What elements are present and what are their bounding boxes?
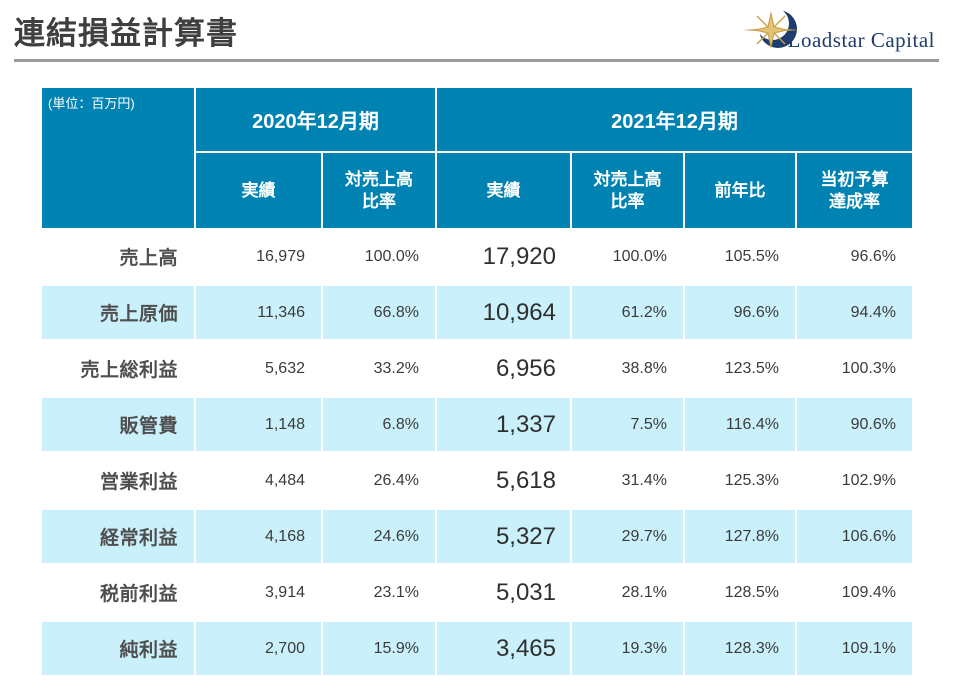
subheader-2020-actual: 実績 <box>196 153 321 228</box>
cell-2020-ratio: 33.2% <box>373 359 419 377</box>
cell-yoy: 96.6% <box>685 286 795 339</box>
table-row: 売上高 16,979 100.0% 17,920 100.0% 105.5% 9… <box>42 230 912 283</box>
cell-2020-ratio: 26.4% <box>373 471 419 489</box>
cell-2021-actual: 3,465 <box>437 622 570 675</box>
table-row: 経常利益 4,168 24.6% 5,327 29.7% 127.8% 106.… <box>42 510 912 563</box>
cell-2021-ratio: 38.8% <box>621 359 667 377</box>
table-row: 営業利益 4,484 26.4% 5,618 31.4% 125.3% 102.… <box>42 454 912 507</box>
cell-2021-actual: 5,031 <box>495 578 556 606</box>
title-underline <box>14 59 939 62</box>
cell-2021-ratio: 28.1% <box>621 583 667 601</box>
cell-budget-achievement: 106.6% <box>797 510 912 563</box>
income-statement-table: (単位：百万円) 2020年12月期 2021年12月期 実績 対売上高 比率 … <box>42 88 912 678</box>
table-row: 販管費 1,148 6.8% 1,337 7.5% 116.4% 90.6% <box>42 398 912 451</box>
cell-budget-achievement: 100.3% <box>841 359 896 377</box>
row-label: 税前利益 <box>99 584 178 605</box>
table-row: 純利益 2,700 15.9% 3,465 19.3% 128.3% 109.1… <box>42 622 912 675</box>
cell-yoy: 128.3% <box>685 622 795 675</box>
cell-2020-actual: 3,914 <box>264 583 305 601</box>
table-body: 売上高 16,979 100.0% 17,920 100.0% 105.5% 9… <box>42 230 912 675</box>
cell-2020-actual: 4,168 <box>196 510 321 563</box>
cell-2021-ratio: 100.0% <box>612 247 667 265</box>
page-title: 連結損益計算書 <box>14 16 238 51</box>
cell-yoy: 125.3% <box>724 471 779 489</box>
table-row: 税前利益 3,914 23.1% 5,031 28.1% 128.5% 109.… <box>42 566 912 619</box>
subheader-2020-sales-ratio: 対売上高 比率 <box>323 153 435 228</box>
cell-2021-ratio: 19.3% <box>572 622 683 675</box>
row-label: 経常利益 <box>42 510 194 563</box>
cell-budget-achievement: 109.1% <box>797 622 912 675</box>
cell-2020-actual: 11,346 <box>196 286 321 339</box>
row-label: 販管費 <box>42 398 194 451</box>
cell-budget-achievement: 90.6% <box>797 398 912 451</box>
cell-2020-actual: 1,148 <box>196 398 321 451</box>
row-label: 売上原価 <box>42 286 194 339</box>
cell-2020-actual: 2,700 <box>196 622 321 675</box>
row-label: 営業利益 <box>99 472 178 493</box>
cell-yoy: 105.5% <box>724 247 779 265</box>
row-label: 売上高 <box>119 248 178 269</box>
cell-budget-achievement: 94.4% <box>797 286 912 339</box>
cell-2020-ratio: 23.1% <box>373 583 419 601</box>
cell-2021-ratio: 7.5% <box>572 398 683 451</box>
cell-2020-actual: 16,979 <box>256 247 305 265</box>
cell-2021-ratio: 61.2% <box>572 286 683 339</box>
cell-budget-achievement: 109.4% <box>841 583 896 601</box>
subheader-yoy: 前年比 <box>685 153 795 228</box>
cell-2020-ratio: 100.0% <box>364 247 419 265</box>
cell-budget-achievement: 102.9% <box>841 471 896 489</box>
crescent-star-icon <box>741 4 804 56</box>
cell-2020-actual: 4,484 <box>264 471 305 489</box>
cell-2021-actual: 5,327 <box>437 510 570 563</box>
cell-2021-actual: 10,964 <box>437 286 570 339</box>
cell-2020-ratio: 15.9% <box>323 622 435 675</box>
cell-yoy: 116.4% <box>685 398 795 451</box>
logo-text: Loadstar Capital <box>787 28 935 52</box>
table-row: 売上総利益 5,632 33.2% 6,956 38.8% 123.5% 100… <box>42 342 912 395</box>
table-row: 売上原価 11,346 66.8% 10,964 61.2% 96.6% 94.… <box>42 286 912 339</box>
cell-2020-ratio: 6.8% <box>323 398 435 451</box>
col-group-2021: 2021年12月期 <box>437 88 912 151</box>
cell-2021-actual: 17,920 <box>482 242 556 270</box>
cell-yoy: 128.5% <box>724 583 779 601</box>
subheader-2021-sales-ratio: 対売上高 比率 <box>572 153 683 228</box>
col-group-2020: 2020年12月期 <box>196 88 435 151</box>
cell-budget-achievement: 96.6% <box>850 247 896 265</box>
cell-2020-ratio: 24.6% <box>323 510 435 563</box>
cell-2020-ratio: 66.8% <box>323 286 435 339</box>
row-label: 純利益 <box>42 622 194 675</box>
subheader-budget-achievement: 当初予算 達成率 <box>797 153 912 228</box>
cell-2021-ratio: 31.4% <box>621 471 667 489</box>
subheader-2021-actual: 実績 <box>437 153 570 228</box>
unit-label: (単位：百万円) <box>48 96 135 111</box>
logo: Loadstar Capital <box>741 4 935 56</box>
cell-yoy: 123.5% <box>724 359 779 377</box>
cell-2021-actual: 6,956 <box>495 354 556 382</box>
cell-2021-actual: 5,618 <box>495 466 556 494</box>
cell-2020-actual: 5,632 <box>264 359 305 377</box>
row-label: 売上総利益 <box>80 360 178 381</box>
cell-yoy: 127.8% <box>685 510 795 563</box>
cell-2021-ratio: 29.7% <box>572 510 683 563</box>
cell-2021-actual: 1,337 <box>437 398 570 451</box>
table-header: (単位：百万円) 2020年12月期 2021年12月期 実績 対売上高 比率 … <box>42 88 912 228</box>
corner-header-cell: (単位：百万円) <box>42 88 194 228</box>
